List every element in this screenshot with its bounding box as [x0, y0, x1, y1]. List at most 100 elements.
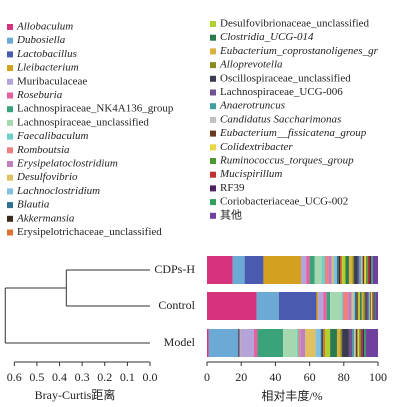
- legend-swatch: [7, 51, 13, 58]
- legend-label: RF39: [220, 182, 245, 194]
- legend-label: Lactobacillus: [16, 48, 77, 60]
- legend-label: Dubosiella: [16, 34, 66, 46]
- bar-segment: [338, 256, 341, 284]
- legend-swatch: [7, 161, 13, 167]
- bar-segment: [244, 256, 264, 284]
- legend-swatch: [210, 116, 216, 123]
- bar-segment: [336, 256, 339, 284]
- legend-label: Oscillospiraceae_unclassified: [220, 72, 351, 84]
- bar-segment: [360, 292, 362, 320]
- bar-segment: [342, 256, 346, 284]
- bar-segment: [348, 329, 353, 357]
- legend-swatch: [210, 199, 216, 206]
- bar-segment: [357, 256, 360, 284]
- legend-swatch: [7, 202, 13, 209]
- legend-swatch: [7, 92, 13, 99]
- legend-swatch: [210, 130, 216, 137]
- legend-swatch: [210, 75, 216, 82]
- legend-swatch: [7, 215, 13, 222]
- legend-label: Muribaculaceae: [17, 75, 87, 87]
- bar-segment: [358, 292, 361, 320]
- bar-segment: [240, 329, 255, 357]
- bar-segment: [257, 329, 284, 357]
- bar-segment: [352, 256, 355, 284]
- legend-label: Roseburia: [16, 89, 63, 101]
- legend-swatch: [210, 171, 216, 178]
- legend-label: Desulfovibrio: [16, 171, 78, 183]
- x-tick-label: 20: [235, 370, 247, 384]
- bar-segment: [306, 256, 310, 284]
- legend-label: 其他: [220, 208, 242, 221]
- bar-segment: [320, 329, 323, 357]
- bar-segment: [366, 329, 378, 357]
- bar-segment: [368, 292, 370, 320]
- bar-segment: [354, 256, 358, 284]
- legend-swatch: [7, 65, 13, 72]
- x-tick-label: 0: [204, 370, 210, 384]
- legend-swatch: [7, 78, 13, 85]
- legend-swatch: [210, 48, 216, 55]
- bar-segment: [340, 329, 343, 357]
- legend-swatch: [210, 212, 216, 219]
- bar-segment: [373, 292, 375, 320]
- legend-label: Erysipelatoclostridium: [16, 158, 118, 170]
- dendrogram-tick-label: 0.6: [7, 370, 22, 384]
- legend-swatch: [210, 144, 216, 151]
- x-axis-label: 相对丰度/%: [261, 388, 322, 403]
- bar-segment: [328, 256, 332, 284]
- x-tick-label: 40: [269, 370, 281, 384]
- bar-segment: [375, 292, 378, 320]
- bar-segment: [305, 329, 316, 357]
- bar-segment: [254, 329, 258, 357]
- bar-segment: [283, 329, 297, 357]
- bar-segment: [324, 256, 329, 284]
- bar-segment: [323, 329, 325, 357]
- bar-segment: [351, 292, 354, 320]
- bar-segment: [278, 292, 317, 320]
- legend-label: Coriobacteriaceae_UCG-002: [220, 196, 348, 208]
- bar-segment: [365, 292, 367, 320]
- bar-segment: [296, 329, 299, 357]
- legend-label: Blautia: [17, 199, 50, 211]
- bar-segment: [361, 292, 364, 320]
- bar-segment: [316, 292, 319, 320]
- bar-segment: [237, 329, 240, 357]
- legend-label: Colidextribacter: [220, 141, 293, 153]
- bar-segment: [207, 256, 233, 284]
- bar-segment: [367, 256, 370, 284]
- bar-segment: [232, 256, 245, 284]
- legend-swatch: [210, 34, 216, 41]
- dendrogram-tick-label: 0.4: [52, 370, 67, 384]
- legend-label: Romboutsia: [16, 144, 70, 156]
- legend-swatch: [210, 62, 216, 69]
- bar-segment: [360, 256, 363, 284]
- legend-label: Lachnospiraceae_unclassified: [17, 116, 149, 128]
- bar-segment: [348, 292, 352, 320]
- legend-swatch: [7, 174, 13, 181]
- x-tick-label: 60: [304, 370, 316, 384]
- bar-segment: [362, 256, 365, 284]
- bar-segment: [263, 256, 302, 284]
- bar-segment: [357, 329, 360, 357]
- dendrogram-tick-label: 0.2: [97, 370, 112, 384]
- legend-swatch: [210, 103, 216, 110]
- category-label: Control: [158, 298, 195, 312]
- bar-segment: [363, 292, 366, 320]
- bar-segment: [374, 292, 376, 320]
- bar-segment: [345, 256, 349, 284]
- dendrogram-tick-label: 0.1: [120, 370, 135, 384]
- bar-segment: [355, 329, 358, 357]
- bar-segment: [314, 256, 322, 284]
- bar-segment: [359, 256, 361, 284]
- bar-segment: [357, 292, 359, 320]
- bar-segment: [372, 292, 374, 320]
- legend-label: Lachnoclostridium: [16, 185, 100, 197]
- legend-label: Lachnospiraceae_UCG-006: [220, 86, 343, 98]
- bar-segment: [333, 256, 337, 284]
- dendrogram-tick-label: 0.5: [29, 370, 44, 384]
- bar-segment: [340, 256, 343, 284]
- legend-swatch: [7, 188, 13, 195]
- legend-label: Anaerotruncus: [219, 100, 285, 112]
- bar-segment: [342, 292, 349, 320]
